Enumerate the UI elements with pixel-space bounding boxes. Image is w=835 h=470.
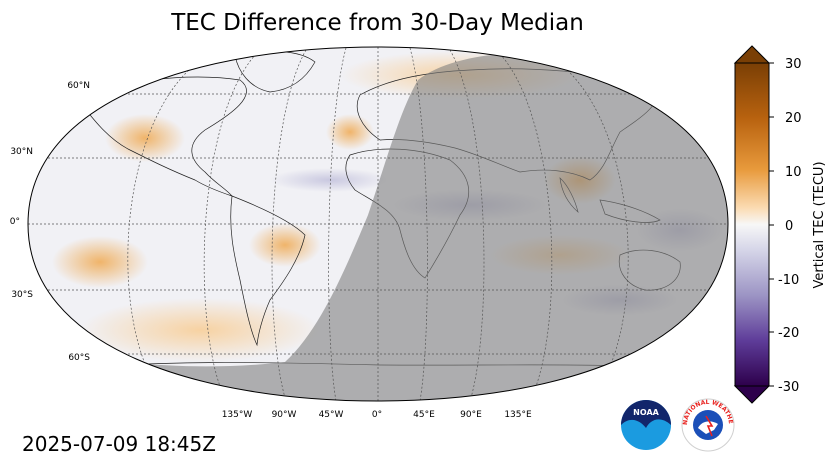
lat-label-60s: 60°S xyxy=(68,353,90,363)
noaa-logo-text: NOAA xyxy=(633,408,659,417)
globe-outline xyxy=(27,46,729,402)
map-title: TEC Difference from 30-Day Median xyxy=(171,10,584,36)
colorbar-tick-0: 0 xyxy=(785,219,793,234)
colorbar-label: Vertical TEC (TECU) xyxy=(812,161,827,288)
colorbar-tick-neg10: -10 xyxy=(778,273,799,288)
timestamp: 2025-07-09 18:45Z xyxy=(22,432,216,456)
colorbar-extend-bottom xyxy=(733,385,771,404)
colorbar-bar xyxy=(734,62,770,387)
lon-label-45w: 45°W xyxy=(319,410,344,420)
colorbar-tick-neg20: -20 xyxy=(778,326,799,341)
lon-label-135w: 135°W xyxy=(222,410,253,420)
night-terminator-shading xyxy=(28,53,728,401)
globe-map xyxy=(28,47,728,401)
colorbar-extend-top xyxy=(733,45,771,64)
colorbar-tick-10: 10 xyxy=(785,165,802,180)
colorbar-tick-neg30: -30 xyxy=(778,380,799,395)
lat-label-30s: 30°S xyxy=(11,290,33,300)
lon-label-135e: 135°E xyxy=(504,410,532,420)
colorbar-tick-30: 30 xyxy=(785,57,802,72)
graticule xyxy=(28,47,728,401)
colorbar-tick-20: 20 xyxy=(785,111,802,126)
noaa-logo: NOAA xyxy=(621,400,671,450)
lon-label-90e: 90°E xyxy=(460,410,482,420)
lat-label-0: 0° xyxy=(10,217,20,227)
lon-label-90w: 90°W xyxy=(272,410,297,420)
lat-label-30n: 30°N xyxy=(10,147,33,157)
lat-label-60n: 60°N xyxy=(67,81,90,91)
colorbar: 30 20 10 0 -10 -20 -30 Vertical TEC (TEC… xyxy=(733,45,827,404)
lon-label-0: 0° xyxy=(372,410,382,420)
lon-label-45e: 45°E xyxy=(413,410,435,420)
